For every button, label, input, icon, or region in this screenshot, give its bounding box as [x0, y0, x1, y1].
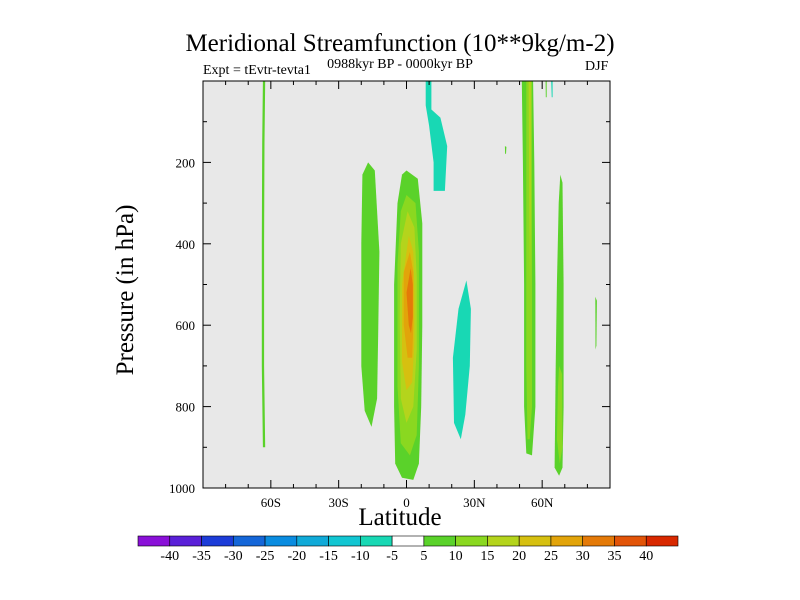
colorbar-box-5: [296, 535, 329, 547]
colorbar-box-8: [391, 535, 425, 547]
chart-subtitle-experiment: Expt = tEvtr-tevta1: [203, 63, 311, 78]
colorbar-label-3: -25: [256, 549, 275, 564]
colorbar-box-4: [264, 535, 298, 547]
colorbar-box-15: [614, 535, 647, 547]
colorbar-label-9: 10: [449, 549, 463, 564]
chart-subtitle-period: 0988kyr BP - 0000kyr BP: [327, 57, 473, 72]
axis-layer: 60S 30S 0 30N 60N 200 400 600 800 1000: [169, 81, 610, 510]
contour-region-0: [261, 81, 266, 448]
colorbar-label-14: 35: [607, 549, 621, 564]
y-axis-label: Pressure (in hPa): [112, 204, 139, 376]
colorbar: -40 -35 -30 -25 -20 -15 -10 -5 5 10 15 20 25 30 35 40: [137, 535, 679, 564]
contour-layer: [261, 81, 597, 480]
contour-region-18: [551, 81, 553, 98]
colorbar-label-1: -35: [192, 549, 211, 564]
colorbar-box-2: [201, 535, 234, 547]
colorbar-label-2: -30: [224, 549, 243, 564]
colorbar-label-7: -5: [386, 549, 398, 564]
chart-subtitle-season: DJF: [585, 59, 609, 74]
y-tick-label-2: 600: [176, 318, 196, 333]
x-tick-label-1: 30S: [329, 495, 349, 510]
y-tick-label-0: 200: [176, 155, 196, 170]
y-tick-label-3: 800: [176, 400, 196, 415]
colorbar-label-11: 20: [512, 549, 526, 564]
contour-region-8: [425, 81, 448, 191]
colorbar-box-13: [550, 535, 584, 547]
colorbar-box-1: [169, 535, 202, 547]
x-axis-label: Latitude: [358, 504, 442, 531]
contour-region-7: [406, 268, 413, 334]
colorbar-box-10: [455, 535, 488, 547]
y-tick-label-4: 1000: [169, 481, 195, 496]
colorbar-box-3: [232, 535, 266, 547]
contour-region-15: [595, 296, 597, 350]
colorbar-box-14: [582, 535, 615, 547]
colorbar-box-6: [328, 535, 361, 547]
colorbar-label-10: 15: [480, 549, 494, 564]
contour-region-9: [452, 280, 471, 440]
x-tick-label-4: 60N: [531, 495, 554, 510]
colorbar-label-6: -10: [351, 549, 370, 564]
contour-region-14: [556, 365, 563, 464]
y-tick-label-1: 400: [176, 237, 196, 252]
colorbar-box-9: [423, 535, 456, 547]
colorbar-label-5: -15: [319, 549, 338, 564]
colorbar-box-11: [487, 535, 520, 547]
contour-region-12: [528, 81, 531, 285]
colorbar-label-15: 40: [639, 549, 653, 564]
x-tick-label-0: 60S: [261, 495, 281, 510]
colorbar-box-16: [645, 535, 679, 547]
x-tick-label-3: 30N: [463, 495, 486, 510]
x-tick-label-2: 0: [403, 495, 410, 510]
contour-region-16: [504, 146, 507, 155]
colorbar-box-12: [518, 535, 552, 547]
colorbar-label-13: 30: [576, 549, 590, 564]
colorbar-label-12: 25: [544, 549, 558, 564]
chart-title: Meridional Streamfunction (10**9kg/m-2): [185, 30, 615, 57]
colorbar-label-8: 5: [420, 549, 427, 564]
colorbar-box-0: [137, 535, 171, 547]
contour-region-1: [361, 162, 380, 427]
colorbar-label-0: -40: [160, 549, 179, 564]
contour-region-17: [545, 81, 547, 98]
colorbar-box-7: [360, 535, 393, 547]
colorbar-label-4: -20: [287, 549, 306, 564]
